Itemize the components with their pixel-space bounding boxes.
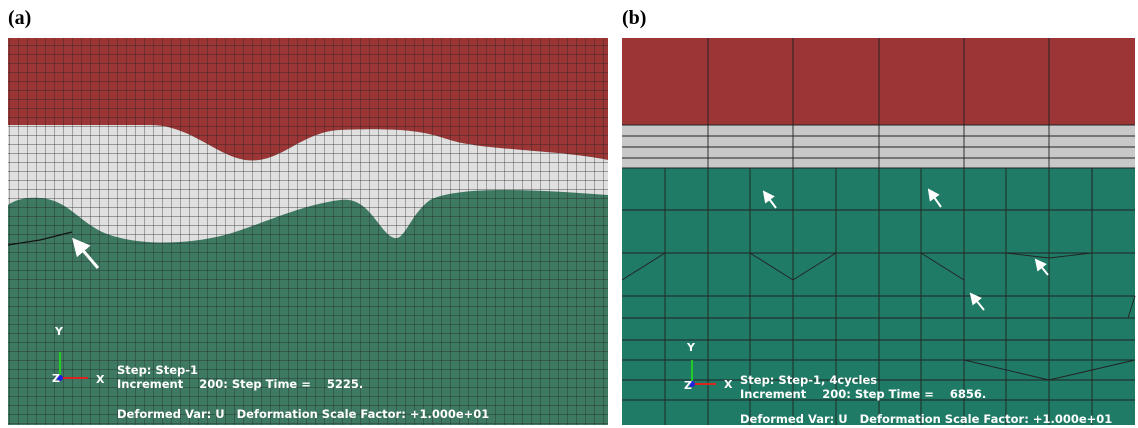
panel-label: (a): [8, 7, 31, 29]
increment-text: Increment 200: Step Time = 5225.: [117, 377, 363, 391]
mesh-b: [622, 38, 1135, 425]
deformed-text: Deformed Var: U Deformation Scale Factor…: [740, 412, 1112, 426]
step-text: Step: Step-1: [117, 363, 198, 377]
axis-label: Y: [54, 325, 64, 338]
axis-label: Z: [52, 372, 60, 385]
panel-label: (b): [622, 7, 646, 29]
axis-label: Y: [686, 341, 696, 354]
axis-label: Z: [684, 379, 692, 392]
step-text: Step: Step-1, 4cycles: [740, 373, 877, 387]
axis-label: X: [96, 373, 105, 386]
axis-label: X: [724, 378, 733, 391]
figure: (a) (b) Y Z X Step: Step-1 Increment 200…: [0, 0, 1138, 428]
mesh-a: [8, 38, 608, 425]
increment-text: Increment 200: Step Time = 6856.: [740, 387, 986, 401]
deformed-text: Deformed Var: U Deformation Scale Factor…: [117, 407, 489, 421]
